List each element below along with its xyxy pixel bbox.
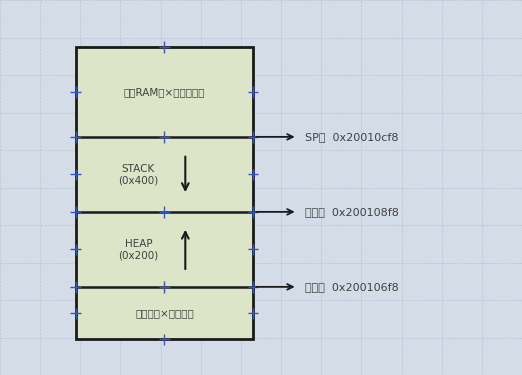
Text: 地址：  0x200108f8: 地址： 0x200108f8 xyxy=(305,207,399,217)
Bar xyxy=(76,47,253,339)
Text: 内部用，×断向量等: 内部用，×断向量等 xyxy=(135,308,194,318)
Text: 地址：  0x200106f8: 地址： 0x200106f8 xyxy=(305,282,399,292)
Text: SP：  0x20010cf8: SP： 0x20010cf8 xyxy=(305,132,399,142)
Text: 用户RAM，×全局变量等: 用户RAM，×全局变量等 xyxy=(124,87,205,97)
Text: HEAP
(0x200): HEAP (0x200) xyxy=(118,238,159,260)
Text: STACK
(0x400): STACK (0x400) xyxy=(118,164,159,185)
